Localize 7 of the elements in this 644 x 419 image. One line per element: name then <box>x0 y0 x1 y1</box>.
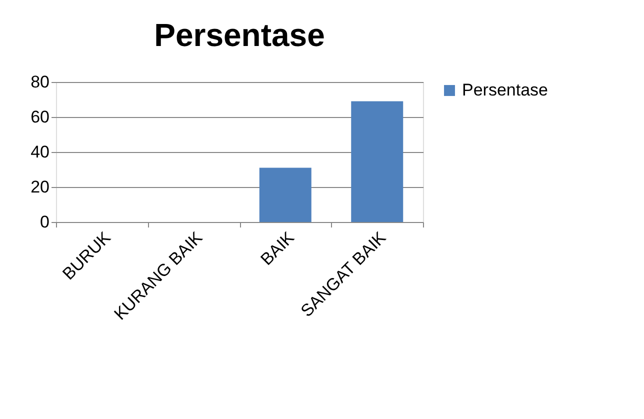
y-tick-label: 60 <box>30 108 50 126</box>
y-tick-label: 40 <box>30 142 50 162</box>
chart-title: Persentase <box>154 17 325 53</box>
legend-label: Persentase <box>462 80 548 100</box>
y-tick-label: 20 <box>30 178 50 196</box>
y-tick-label: 80 <box>30 72 50 92</box>
y-tick-label: 0 <box>40 212 50 232</box>
